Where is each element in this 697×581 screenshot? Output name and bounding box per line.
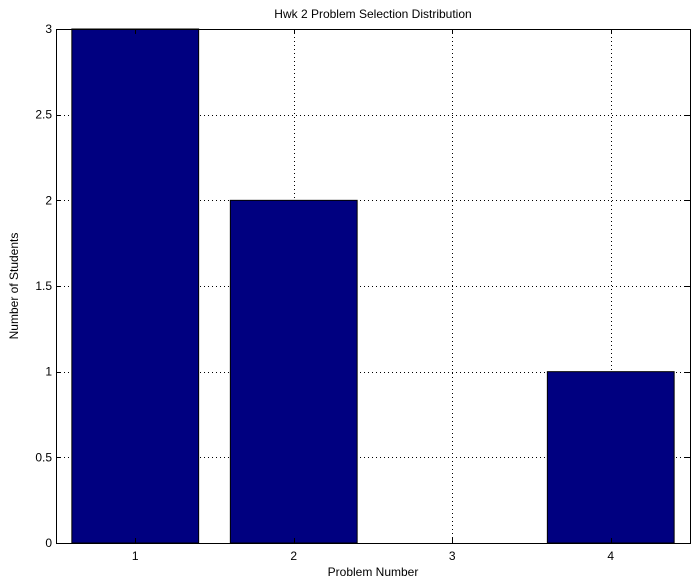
bars [71,28,675,544]
x-tick-label: 2 [290,549,297,563]
x-tick-label: 4 [607,549,614,563]
y-tick-label: 3 [45,22,52,36]
y-tick-label: 1 [45,365,52,379]
y-tick-label: 0 [45,536,52,550]
y-tick-label: 0.5 [35,450,52,464]
y-tick-labels: 0 0.5 1 1.5 2 2.5 3 [35,22,52,550]
y-axis-label: Number of Students [7,233,21,340]
x-axis-label: Problem Number [328,565,419,579]
bar-problem-2 [229,199,358,544]
y-tick-label: 2 [45,193,52,207]
x-tick-label: 1 [132,549,139,563]
y-tick-label: 2.5 [35,108,52,122]
chart-title: Hwk 2 Problem Selection Distribution [274,7,471,21]
bar-problem-1 [71,28,200,544]
tick-marks [56,29,690,544]
x-tick-labels: 1 2 3 4 [132,549,615,563]
x-tick-label: 3 [449,549,456,563]
y-tick-label: 1.5 [35,279,52,293]
bar-problem-4 [546,371,675,544]
